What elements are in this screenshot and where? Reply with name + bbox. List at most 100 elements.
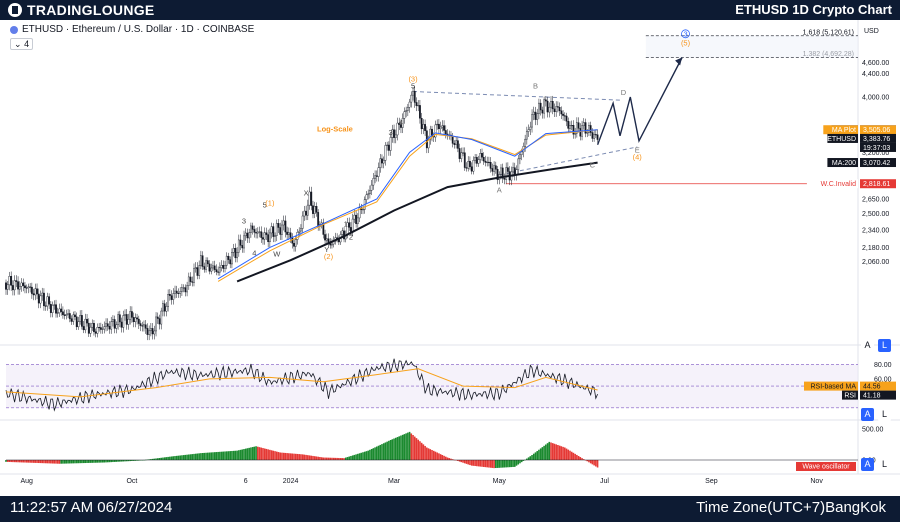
osc-pane-auto-button[interactable]: A [861, 458, 874, 471]
oscillator-bar [394, 437, 397, 460]
candle-body [91, 323, 94, 328]
main-pane-auto-button[interactable]: A [861, 339, 874, 352]
moving-averages [217, 129, 598, 283]
price-axis[interactable]: USD 4,600.00 4,400.00 4,000.00 3,200.00 2,650… [806, 28, 896, 266]
candle-body [174, 290, 176, 294]
candle-body [182, 287, 185, 289]
candle-body [588, 125, 590, 133]
candle-body [546, 100, 549, 113]
oscillator-bar [222, 451, 225, 460]
oscillator-bar [267, 449, 269, 460]
candle-body [229, 259, 232, 265]
oscillator-bar [229, 451, 232, 460]
candle-body [372, 178, 375, 186]
candle-body [386, 144, 389, 146]
candle-body [13, 280, 16, 291]
candle-body [68, 313, 71, 319]
oscillator-bar [172, 456, 175, 460]
candle-body [582, 122, 585, 126]
candle-body [184, 287, 187, 293]
oscillator-bar [163, 457, 166, 460]
oscillator-bar [100, 460, 102, 463]
candle-body [167, 294, 170, 307]
time-axis[interactable]: Aug Oct 6 2024 Mar May Jul Sep Nov [20, 478, 823, 485]
candle-body [175, 290, 178, 294]
oscillator-bar [124, 460, 126, 462]
oscillator-bar [58, 460, 61, 464]
time-tick-label: Nov [810, 478, 823, 485]
oscillator-bar [119, 460, 121, 462]
candle-body [220, 265, 223, 268]
oscillator-bar [284, 452, 287, 460]
oscillator-bar [541, 447, 544, 460]
rsi-tick-label: 80.00 [874, 362, 892, 369]
oscillator-bar [234, 450, 237, 460]
oscillator-bar [557, 445, 559, 460]
candle-body [101, 328, 104, 330]
rsi-pane-auto-button[interactable]: A [861, 408, 874, 421]
candle-body [306, 204, 309, 216]
oscillator-bar [293, 453, 295, 460]
candle-body [86, 318, 88, 324]
oscillator-bar [413, 436, 416, 460]
oscillator-bar [332, 457, 335, 460]
indicator-collapse-button[interactable]: ⌄ 4 [10, 38, 34, 50]
oscillator-bar [420, 442, 423, 460]
price-tag-value-bg [860, 158, 896, 168]
oscillator-bar [481, 460, 483, 467]
osc-pane-log-button[interactable]: L [878, 458, 891, 471]
candle-body [479, 153, 482, 160]
oscillator-bar [493, 460, 495, 469]
oscillator-bar [327, 457, 330, 460]
oscillator-bar [484, 460, 487, 468]
rsi-pane-log-button[interactable]: L [878, 408, 891, 421]
oscillator-bar [103, 460, 106, 463]
candle-body [39, 295, 42, 304]
oscillator-bar [191, 454, 194, 460]
candle-body [263, 232, 266, 240]
candle-body [470, 166, 473, 172]
candle-body [451, 136, 454, 144]
candle-body [196, 267, 199, 276]
oscillator-bar [170, 456, 173, 460]
oscillator-bar [596, 460, 599, 468]
oscillator-tag-label: Wave oscillator [802, 464, 850, 471]
oscillator-bar [339, 458, 342, 460]
oscillator-bar [253, 446, 256, 460]
oscillator-bar [513, 460, 516, 467]
symbol-legend[interactable]: ETHUSD · Ethereum / U.S. Dollar · 1D · C… [10, 24, 254, 35]
oscillator-bar [331, 457, 333, 460]
oscillator-bar [231, 450, 233, 460]
fib-level-label: 1.618 (5,120.61) [803, 29, 854, 36]
oscillator-bar [374, 447, 376, 460]
oscillator-bar [132, 460, 135, 461]
oscillator-bar [567, 449, 570, 460]
candle-body [375, 175, 378, 177]
candle-body [212, 265, 214, 269]
oscillator-bar [319, 456, 321, 460]
candle-body [424, 124, 427, 131]
candle-body [267, 234, 270, 243]
candle-body [467, 161, 470, 169]
candle-body [43, 292, 45, 307]
oscillator-bar [344, 457, 347, 460]
wave-label: 4 [252, 248, 256, 257]
oscillator-bar [579, 457, 582, 460]
oscillator-bar [288, 453, 290, 460]
candle-body [241, 245, 244, 249]
oscillator-bar [536, 451, 539, 460]
candle-body [15, 280, 18, 282]
oscillator-bar [62, 460, 64, 464]
chart-canvas[interactable]: 1.618 (5,120.61)1.382 (4,692.28) 35(1)4W… [0, 20, 900, 496]
candle-body [558, 107, 561, 112]
oscillator-bar [508, 460, 511, 468]
main-pane-log-button[interactable]: L [878, 339, 891, 352]
oscillator-bar [522, 460, 525, 461]
candle-body [158, 318, 161, 325]
oscillator-bar [203, 452, 206, 460]
oscillator-bar [17, 460, 19, 463]
candle-body [222, 265, 225, 269]
oscillator-bar [517, 460, 520, 465]
oscillator-bar [558, 445, 561, 460]
oscillator-bar [398, 436, 401, 460]
